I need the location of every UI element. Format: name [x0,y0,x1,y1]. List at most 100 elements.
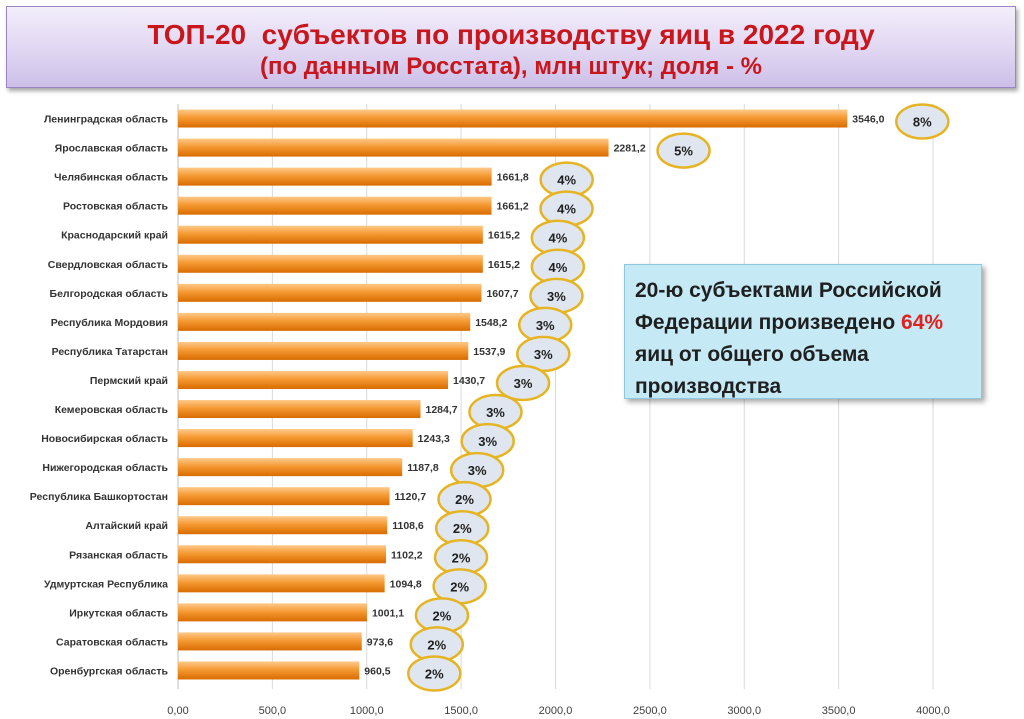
share-label: 2% [425,666,444,681]
value-label: 1108,6 [392,520,424,532]
share-label: 8% [913,115,932,130]
bar [178,545,387,564]
callout-text-1: 20-ю субъектами Российской Федерации про… [635,279,942,334]
bar [178,429,413,448]
summary-callout: 20-ю субъектами Российской Федерации про… [624,264,982,399]
share-label: 2% [433,608,452,623]
bar [178,196,492,215]
category-label: Ростовская область [63,201,169,213]
bar [178,487,390,506]
value-label: 1102,2 [391,549,423,561]
x-tick-label: 2500,0 [633,705,667,717]
share-bubble [407,655,462,692]
title-banner: ТОП-20 субъектов по производству яиц в 2… [6,6,1016,88]
bar [178,225,483,244]
callout-highlight: 64% [901,311,944,334]
category-label: Алтайский край [85,520,168,532]
bar [178,370,449,389]
value-label: 973,6 [367,636,393,648]
category-label: Пермский край [90,375,168,387]
category-label: Республика Мордовия [51,317,168,329]
share-label: 3% [468,463,487,478]
category-label: Белгородская область [50,288,169,300]
bar [178,254,483,273]
share-label: 4% [548,231,567,246]
share-label: 2% [450,579,469,594]
bar [178,341,469,360]
value-label: 960,5 [364,665,390,677]
category-label: Свердловская область [48,259,169,271]
chart-subtitle: (по данным Росстата), млн штук; доля - % [259,53,763,80]
value-label: 1615,2 [488,230,520,242]
share-label: 2% [455,492,474,507]
share-label: 3% [534,347,553,362]
share-label: 4% [557,202,576,217]
share-label: 5% [674,144,693,159]
bar [178,661,360,680]
x-tick-label: 1000,0 [350,705,384,717]
bar [178,312,471,331]
bar [178,167,492,186]
share-label: 2% [453,521,472,536]
value-label: 1615,2 [488,259,520,271]
chart-title: ТОП-20 субъектов по производству яиц в 2… [147,19,875,50]
category-label: Республика Башкортостан [30,491,168,503]
bar [178,516,388,535]
share-bubble [895,103,950,140]
x-tick-label: 1500,0 [444,705,478,717]
category-label: Новосибирская область [41,433,168,445]
share-label: 3% [478,434,497,449]
bar [178,632,362,651]
x-tick-label: 4000,0 [916,705,950,717]
share-label: 3% [486,405,505,420]
share-label: 3% [547,289,566,304]
category-label: Иркутская область [69,607,168,619]
value-label: 1001,1 [372,607,404,619]
category-label: Республика Татарстан [52,346,168,358]
share-bubble [495,364,551,402]
category-label: Рязанская область [69,549,168,561]
value-label: 1537,9 [473,346,505,358]
share-label: 3% [536,318,555,333]
category-label: Удмуртская Республика [44,578,168,590]
x-tick-label: 3500,0 [822,705,856,717]
category-label: Оренбургская область [50,665,169,677]
share-label: 2% [452,550,471,565]
category-label: Нижегородская область [42,462,168,474]
x-tick-label: 3000,0 [727,705,761,717]
share-label: 4% [548,260,567,275]
value-label: 1661,8 [497,172,529,184]
callout-text-2: яиц от общего объема производства [635,343,869,398]
bar [178,603,367,622]
x-tick-label: 0,00 [167,705,188,717]
bar [178,109,848,128]
category-label: Челябинская область [54,172,168,184]
category-label: Ярославская область [55,143,169,155]
value-label: 2281,2 [614,143,646,155]
category-label: Ленинградская область [44,114,169,126]
bar [178,574,385,593]
value-label: 1187,8 [407,462,439,474]
category-label: Кемеровская область [55,404,169,416]
value-label: 1661,2 [497,201,529,213]
category-label: Краснодарский край [61,230,168,242]
bar [178,138,609,157]
category-label: Саратовская область [56,636,169,648]
x-tick-label: 2000,0 [539,705,573,717]
value-label: 1120,7 [395,491,427,503]
bar [178,458,403,477]
share-label: 4% [557,173,576,188]
value-label: 1430,7 [453,375,485,387]
value-label: 1243,3 [418,433,450,445]
share-label: 3% [514,376,533,391]
value-label: 1548,2 [475,317,507,329]
bar [178,283,482,302]
value-label: 1094,8 [390,578,422,590]
value-label: 1607,7 [486,288,518,300]
share-bubble [656,132,711,169]
share-label: 2% [427,637,446,652]
bar [178,400,421,419]
value-label: 3546,0 [852,114,884,126]
x-tick-label: 500,0 [259,705,287,717]
